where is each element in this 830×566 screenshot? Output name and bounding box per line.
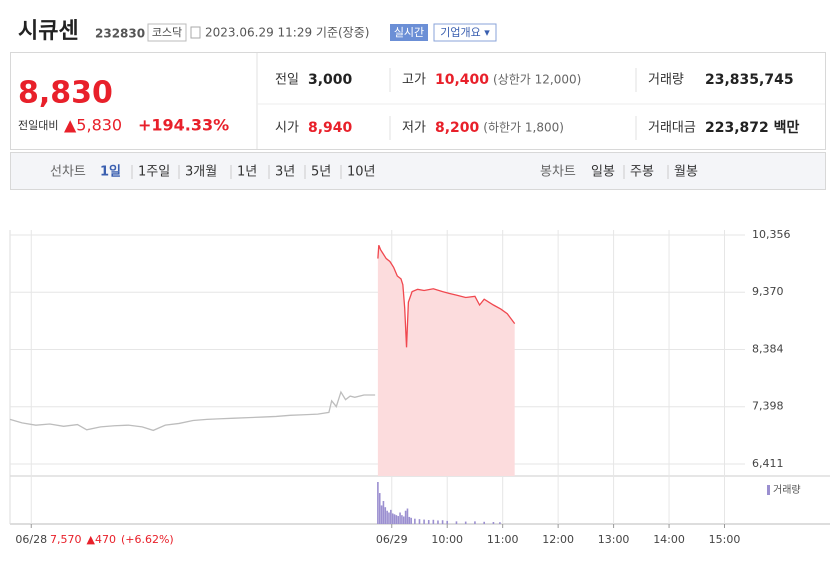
quote-value: 8,200 [435, 120, 480, 136]
volume-bar [464, 521, 467, 524]
volume-bar [397, 516, 400, 524]
volume-bar [404, 510, 407, 524]
x-tick-label: 10:00 [431, 533, 463, 546]
prev-summary: 7,570 [50, 533, 82, 546]
volume-bar [455, 521, 458, 524]
quote-label: 저가 [402, 121, 426, 136]
volume-bar [390, 509, 392, 524]
y-tick-label: 6,411 [752, 457, 784, 470]
volume-bar [402, 516, 405, 524]
tab[interactable]: 10년 [347, 165, 376, 180]
volume-bar [378, 493, 381, 524]
volume-bar [393, 514, 396, 524]
volume-bar [386, 510, 388, 524]
quote-value: 3,000 [308, 72, 353, 88]
y-tick-label: 9,370 [752, 285, 784, 298]
volume-bar [406, 508, 409, 524]
quote-box [10, 52, 826, 150]
volume-bar [423, 519, 425, 524]
change-rate: +194.33% [138, 116, 229, 135]
x-tick-label: 13:00 [598, 533, 630, 546]
volume-bar [380, 505, 383, 524]
quote-value: 23,835,745 [705, 72, 794, 88]
price-line [9, 390, 376, 432]
volume-bar [441, 520, 444, 524]
tab[interactable]: 월봉 [674, 165, 698, 180]
y-tick-label: 10,356 [752, 228, 791, 241]
quote-label: 거래량 [648, 73, 684, 88]
volume-bar [384, 507, 387, 524]
tab[interactable]: 1주일 [138, 165, 170, 180]
company-button[interactable] [433, 23, 497, 42]
x-tick-label: 12:00 [542, 533, 574, 546]
price: 8,830 [18, 76, 113, 111]
quote-label: 거래대금 [648, 121, 696, 136]
x-tick-label: 15:00 [709, 533, 741, 546]
realtime[interactable]: 실시간 [394, 26, 424, 39]
tab-bar [10, 152, 826, 190]
quote-label: 고가 [402, 73, 426, 88]
tab[interactable]: 주봉 [630, 165, 654, 180]
y-tick-label: 8,384 [752, 342, 784, 355]
prev-summary: (+6.62%) [121, 533, 174, 546]
realtime-badge[interactable] [390, 24, 428, 41]
volume-bar [410, 517, 412, 524]
quote-value: 223,872 백만 [705, 120, 800, 136]
volume-bar [446, 520, 449, 524]
legend-swatch [767, 485, 770, 495]
volume-bar [388, 512, 390, 524]
volume-bar [391, 513, 394, 524]
tab[interactable]: 3년 [275, 165, 295, 180]
market-badge [147, 23, 187, 42]
x-tick-label: 14:00 [653, 533, 685, 546]
x-tick-label: 11:00 [487, 533, 519, 546]
stock-name: 시큐센 [18, 19, 79, 44]
stock-code: 232830 [95, 27, 145, 41]
quote-label: 전일 [275, 73, 299, 88]
volume-bar [418, 519, 421, 524]
volume-bar [399, 512, 401, 524]
volume-bar [474, 521, 476, 524]
volume-bar [492, 522, 495, 524]
quote-note: (하한가 1,800) [483, 121, 564, 135]
volume-bar [483, 521, 485, 524]
tab[interactable]: 5년 [311, 165, 331, 180]
tab[interactable]: 1년 [237, 165, 257, 180]
y-tick-label: 7,398 [752, 400, 784, 413]
volume-bar [427, 520, 430, 524]
volume-bar [382, 501, 385, 524]
volume-bar [499, 522, 501, 524]
price-line [377, 244, 516, 348]
tab[interactable]: 3개월 [185, 165, 217, 180]
volume-bar [377, 482, 379, 524]
change: ▲5,830 [64, 116, 122, 135]
datetime: 2023.06.29 11:29 기준(장중) [205, 26, 369, 40]
clock-icon [190, 26, 201, 39]
x-tick-label: 06/29 [376, 533, 408, 546]
quote-label: 시가 [275, 121, 299, 136]
volume-bar [437, 520, 439, 524]
market: 코스닥 [152, 26, 182, 39]
volume-bar [395, 515, 398, 524]
volume-bar [401, 515, 403, 524]
x-tick-label: 06/28 [15, 533, 47, 546]
volume-bar [432, 519, 435, 524]
quote-value: 10,400 [435, 72, 489, 88]
tab[interactable]: 일봉 [591, 165, 615, 180]
tab-label: 선차트 [50, 165, 86, 180]
quote-value: 8,940 [308, 120, 353, 136]
company[interactable]: 기업개요 ▾ [440, 26, 490, 39]
change-label: 전일대비 [18, 118, 58, 132]
tab[interactable]: 1일 [100, 165, 121, 180]
volume-bar [408, 516, 411, 524]
prev-summary: ▲470 [87, 533, 116, 546]
tab-label: 봉차트 [540, 165, 576, 180]
quote-note: (상한가 12,000) [493, 73, 581, 87]
volume-bar [414, 518, 416, 524]
area-fill [377, 245, 515, 476]
legend-label: 거래량 [773, 484, 801, 496]
